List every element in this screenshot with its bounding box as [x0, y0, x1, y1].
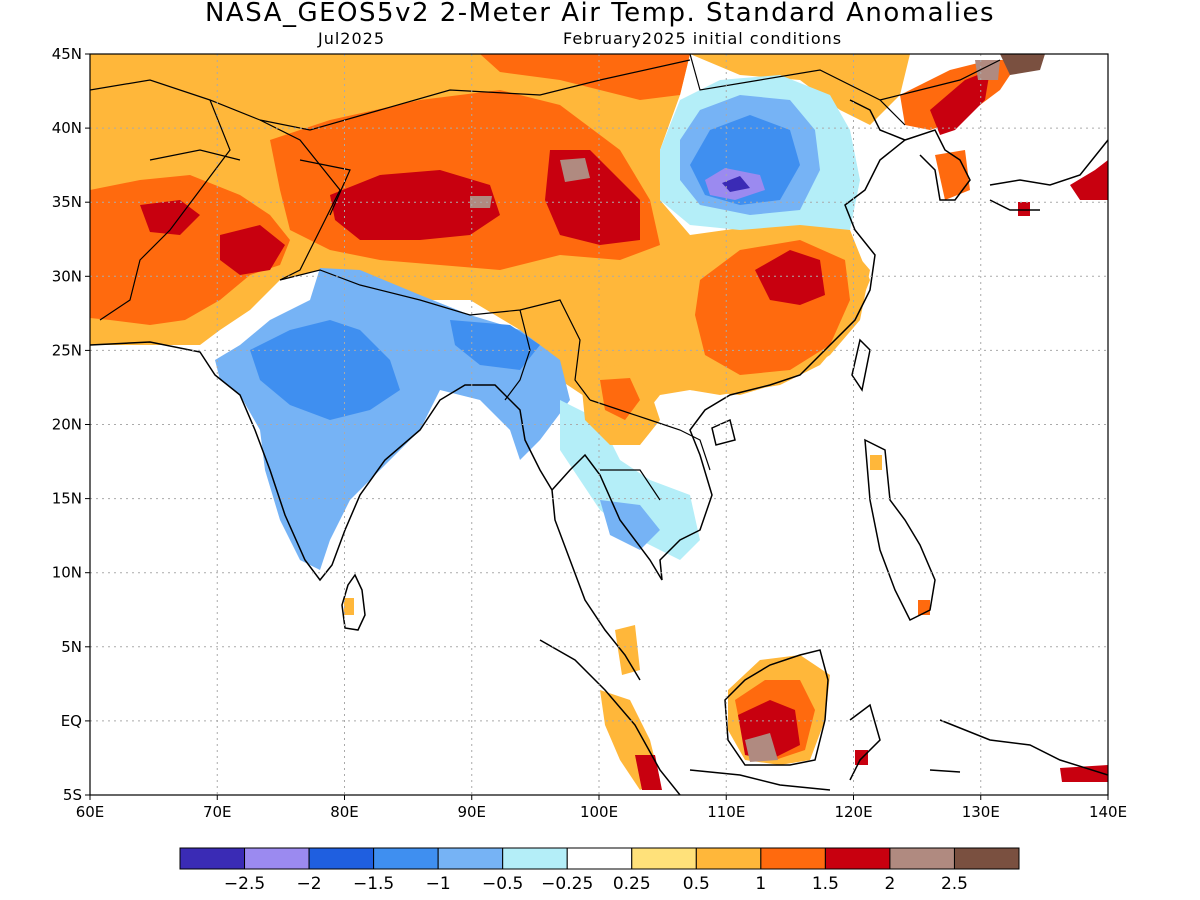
lon-tick-label: 110E	[707, 803, 745, 821]
colorbar-label: 0.25	[613, 874, 651, 894]
region-korea-extreme	[1000, 54, 1045, 75]
colorbar-label: −0.5	[482, 874, 523, 894]
colorbar-label: −2.5	[224, 874, 265, 894]
lon-tick-label: 90E	[457, 803, 486, 821]
lat-tick-label: 5S	[63, 786, 82, 804]
colorbar-label: −1	[426, 874, 451, 894]
colorbar-swatch	[695, 847, 762, 870]
lat-tick-label: 40N	[52, 119, 82, 137]
colorbar-swatch	[308, 847, 375, 870]
region-korea-brown	[975, 60, 1000, 80]
region-north-china-deep-cool	[722, 176, 750, 192]
lon-tick-label: 60E	[76, 803, 105, 821]
region-india-moderate-cool	[250, 320, 400, 420]
colorbar-label: 2	[885, 874, 896, 894]
region-afghan-warm	[90, 175, 290, 325]
lat-tick-label: 20N	[52, 416, 82, 434]
lon-tick-label: 70E	[203, 803, 232, 821]
colorbar-swatch	[244, 847, 310, 870]
region-indochina-cool	[560, 400, 700, 560]
lat-tick-label: EQ	[61, 712, 82, 730]
initial-conditions: February2025 initial conditions	[563, 29, 843, 48]
region-indochina-cool-core	[600, 500, 660, 550]
colorbar-swatch	[373, 847, 439, 870]
gridlines	[90, 54, 1108, 795]
region-tibet-strong-warm	[330, 170, 500, 240]
region-kyushu-warm	[1018, 202, 1030, 216]
region-luzon-warm	[870, 455, 882, 470]
colorbar-swatch	[760, 847, 826, 870]
colorbar-swatch	[631, 847, 697, 870]
forecast-month: Jul2025	[318, 29, 386, 48]
region-south-china-strong-warm	[755, 250, 825, 305]
colorbar-label: 1	[755, 874, 766, 894]
lon-tick-label: 80E	[330, 803, 359, 821]
region-qinghai-extreme	[560, 158, 590, 182]
lat-tick-label: 30N	[52, 267, 82, 285]
colorbar-swatch	[437, 847, 504, 870]
lon-tick-label: 100E	[580, 803, 618, 821]
lon-tick-label: 140E	[1089, 803, 1127, 821]
region-nepal-cool	[450, 320, 540, 370]
colorbar-swatch	[824, 847, 891, 870]
region-northern-strip-warm	[480, 54, 690, 100]
lat-tick-label: 25N	[52, 341, 82, 359]
lat-tick-label: 35N	[52, 193, 82, 211]
region-japan-warm	[1070, 160, 1108, 200]
colorbar-swatch	[179, 847, 246, 870]
map-title: NASA_GEOS5v2 2-Meter Air Temp. Standard …	[204, 0, 996, 28]
lat-tick-label: 10N	[52, 564, 82, 582]
colorbar-label: 0.5	[683, 874, 710, 894]
region-new-guinea-warm	[1060, 765, 1108, 782]
colorbar-swatch	[889, 847, 955, 870]
colorbar-swatch	[502, 847, 568, 870]
region-pamir-strong-warm	[220, 225, 285, 275]
region-srilanka-warm	[344, 598, 354, 615]
region-myanmar-strong-warm	[600, 378, 640, 420]
lat-tick-label: 45N	[52, 45, 82, 63]
colorbar-swatch	[953, 847, 1020, 870]
lon-tick-label: 130E	[962, 803, 1000, 821]
colorbar: −2.5 −2 −1.5 −1 −0.5 −0.25 0.25 0.5 1 1.5 2 2.5	[179, 847, 1020, 894]
lat-tick-label: 5N	[61, 638, 82, 656]
colorbar-label: −0.25	[541, 874, 593, 894]
region-korea-strong-warm	[930, 70, 990, 135]
lon-tick-label: 120E	[834, 803, 872, 821]
region-north-band-warm	[690, 54, 910, 125]
colorbar-label: −1.5	[353, 874, 394, 894]
lat-tick-label: 15N	[52, 490, 82, 508]
colorbar-label: −2	[297, 874, 322, 894]
anomaly-field	[90, 54, 1108, 795]
colorbar-swatch	[566, 847, 633, 870]
colorbar-label: 2.5	[941, 874, 968, 894]
region-malaya-warm	[615, 625, 640, 675]
region-borneo-extreme	[745, 733, 778, 762]
region-kazakh-strong-warm	[140, 200, 200, 235]
country-borders	[90, 54, 1001, 501]
region-sumatra-strong-warm	[635, 755, 662, 790]
colorbar-label: 1.5	[812, 874, 839, 894]
